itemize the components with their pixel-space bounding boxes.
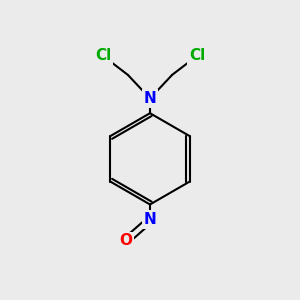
Text: Cl: Cl [95, 48, 111, 63]
Text: Cl: Cl [189, 48, 205, 63]
Text: O: O [119, 233, 132, 248]
Text: N: N [144, 212, 156, 227]
Text: N: N [144, 91, 156, 106]
